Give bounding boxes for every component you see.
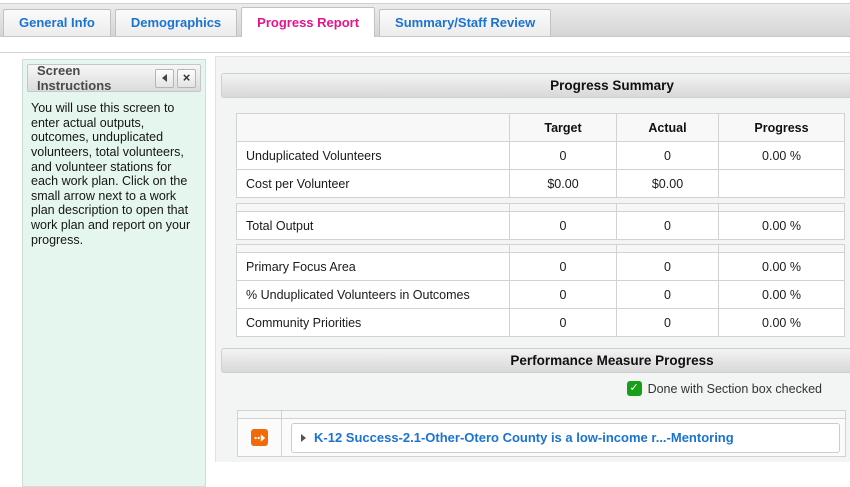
- column-header-progress: Progress: [718, 113, 845, 142]
- target-value: 0: [509, 280, 617, 309]
- row-label: % Unduplicated Volunteers in Outcomes: [236, 280, 510, 309]
- progress-value: 0.00 %: [718, 211, 845, 240]
- table-row: Community Priorities 0 0 0.00 %: [236, 308, 845, 337]
- table-row: Unduplicated Volunteers 0 0 0.00 %: [236, 141, 845, 170]
- performance-measure-header: Performance Measure Progress: [221, 348, 850, 373]
- progress-report-content: Progress Summary Target Actual Progress …: [215, 56, 850, 462]
- screen-instructions-text: You will use this screen to enter actual…: [31, 101, 191, 247]
- screen-instructions-header: Screen Instructions ×: [27, 63, 201, 93]
- screen-instructions-panel: Screen Instructions × You will use this …: [22, 59, 206, 487]
- left-arrow-icon: [162, 74, 167, 82]
- spacer-header-row: [236, 203, 845, 212]
- progress-value: [718, 169, 845, 198]
- performance-measure-title: Performance Measure Progress: [510, 353, 714, 368]
- actual-value: $0.00: [616, 169, 719, 198]
- workplan-table: K-12 Success-2.1-Other-Otero County is a…: [237, 410, 846, 457]
- tab-demographics[interactable]: Demographics: [114, 9, 238, 36]
- table-row: Primary Focus Area 0 0 0.00 %: [236, 252, 845, 281]
- done-section-legend: ✓ Done with Section box checked: [626, 381, 822, 396]
- target-value: $0.00: [509, 169, 617, 198]
- actual-value: 0: [616, 141, 719, 170]
- target-value: 0: [509, 252, 617, 281]
- row-label: Community Priorities: [236, 308, 510, 337]
- dotted-arrow-icon: [253, 433, 265, 442]
- close-panel-button[interactable]: ×: [177, 68, 196, 88]
- tab-summary-staff-review[interactable]: Summary/Staff Review: [379, 9, 552, 36]
- progress-value: 0.00 %: [718, 252, 845, 281]
- row-label: Cost per Volunteer: [236, 169, 510, 198]
- column-header-target: Target: [509, 113, 617, 142]
- collapse-panel-button[interactable]: [155, 68, 174, 88]
- summary-table-output: Total Output 0 0 0.00 %: [236, 203, 845, 240]
- spacer-header-row: [237, 410, 846, 419]
- tab-progress-report[interactable]: Progress Report: [241, 7, 376, 37]
- progress-value: 0.00 %: [718, 280, 845, 309]
- expand-arrow-icon: [301, 433, 306, 442]
- actual-value: 0: [616, 308, 719, 337]
- workplan-row: K-12 Success-2.1-Other-Otero County is a…: [237, 418, 846, 457]
- row-label: Primary Focus Area: [236, 252, 510, 281]
- workplan-status-cell: [237, 418, 282, 457]
- table-row: Total Output 0 0 0.00 %: [236, 211, 845, 240]
- actual-value: 0: [616, 252, 719, 281]
- legend-label: Done with Section box checked: [647, 381, 822, 396]
- tab-bar: General Info Demographics Progress Repor…: [0, 3, 850, 37]
- actual-value: 0: [616, 280, 719, 309]
- screen-instructions-title: Screen Instructions: [37, 63, 112, 93]
- table-row: Cost per Volunteer $0.00 $0.00: [236, 169, 845, 198]
- target-value: 0: [509, 141, 617, 170]
- checked-checkbox-icon: ✓: [626, 381, 642, 396]
- progress-summary-header: Progress Summary: [221, 73, 850, 98]
- workplan-expander[interactable]: K-12 Success-2.1-Other-Otero County is a…: [291, 422, 840, 453]
- spacer-header-row: [236, 244, 845, 253]
- actual-value: 0: [616, 211, 719, 240]
- go-to-workplan-icon[interactable]: [251, 429, 268, 446]
- column-header-actual: Actual: [616, 113, 719, 142]
- close-icon: ×: [182, 70, 191, 85]
- workplan-link-cell: K-12 Success-2.1-Other-Otero County is a…: [281, 418, 846, 457]
- progress-value: 0.00 %: [718, 141, 845, 170]
- row-label: Unduplicated Volunteers: [236, 141, 510, 170]
- summary-table-volunteers: Target Actual Progress Unduplicated Volu…: [236, 113, 845, 198]
- target-value: 0: [509, 211, 617, 240]
- summary-table-outcomes: Primary Focus Area 0 0 0.00 % % Unduplic…: [236, 244, 845, 337]
- progress-summary-title: Progress Summary: [550, 78, 674, 93]
- progress-value: 0.00 %: [718, 308, 845, 337]
- row-label: Total Output: [236, 211, 510, 240]
- header-divider: [0, 52, 850, 53]
- table-header-row: Target Actual Progress: [236, 113, 845, 142]
- table-row: % Unduplicated Volunteers in Outcomes 0 …: [236, 280, 845, 309]
- tab-general-info[interactable]: General Info: [3, 9, 111, 36]
- target-value: 0: [509, 308, 617, 337]
- workplan-link[interactable]: K-12 Success-2.1-Other-Otero County is a…: [314, 430, 734, 445]
- column-header-blank: [236, 113, 510, 142]
